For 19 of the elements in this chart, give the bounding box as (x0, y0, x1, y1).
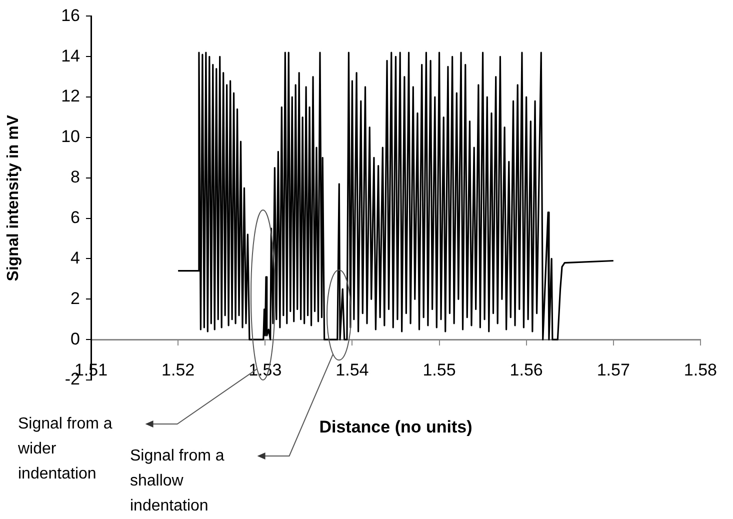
y-tick-label: 2 (70, 288, 80, 308)
x-tick-label: 1.52 (162, 360, 195, 380)
x-tick-label: 1.54 (336, 360, 369, 380)
y-axis-title: Signal intensity in mV (5, 114, 22, 282)
x-tick-label: 1.57 (596, 360, 630, 380)
y-tick-label: 16 (61, 6, 80, 25)
x-axis-title: Distance (no units) (319, 418, 472, 437)
y-tick-label: 4 (70, 248, 80, 268)
x-tick-label: 1.58 (684, 360, 718, 380)
x-tick-label: 1.56 (510, 360, 543, 380)
x-tick-label: 1.55 (422, 360, 456, 380)
y-tick-label: 8 (70, 168, 80, 187)
y-tick-label: 10 (61, 127, 80, 146)
text: Signal from a shallow indentation (130, 447, 224, 514)
y-tick-label: 6 (70, 208, 80, 227)
y-tick-label: 12 (61, 86, 80, 106)
y-tick-label: 0 (70, 329, 80, 348)
y-tick-label: 14 (61, 46, 80, 66)
text: Signal from a wider indentation (17, 415, 112, 482)
